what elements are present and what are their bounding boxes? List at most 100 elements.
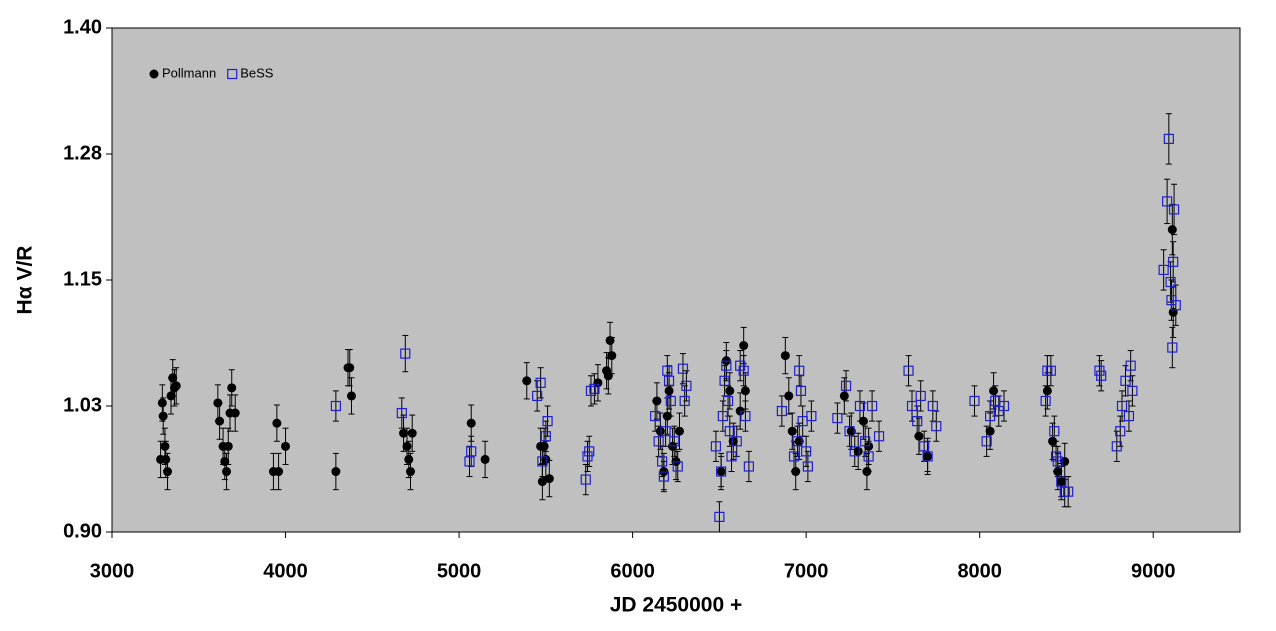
error-bar xyxy=(534,380,541,412)
error-bar xyxy=(905,355,912,387)
marker xyxy=(402,441,412,451)
marker xyxy=(1162,196,1173,207)
error-bar xyxy=(834,402,841,434)
marker xyxy=(915,390,926,402)
marker xyxy=(716,466,727,477)
error-bar xyxy=(679,353,686,385)
marker xyxy=(849,446,860,457)
error-bar xyxy=(971,385,978,417)
error-bar xyxy=(539,445,546,478)
marker xyxy=(1125,360,1136,371)
marker xyxy=(281,441,291,451)
marker xyxy=(669,436,680,447)
marker xyxy=(806,410,817,422)
y-tick-label: 1.15 xyxy=(63,268,102,290)
marker xyxy=(663,375,675,386)
marker xyxy=(223,441,233,451)
marker xyxy=(840,380,852,391)
marker xyxy=(679,395,690,407)
marker xyxy=(1042,386,1052,396)
marker xyxy=(396,407,407,419)
error-bar xyxy=(1160,249,1167,291)
error-bar xyxy=(983,425,990,457)
marker xyxy=(839,391,849,401)
error-bar xyxy=(587,375,594,407)
marker xyxy=(227,383,237,393)
marker xyxy=(1049,426,1060,437)
legend-marker xyxy=(227,68,238,80)
marker xyxy=(802,461,813,472)
y-tick-label: 1.03 xyxy=(63,394,102,416)
marker xyxy=(1170,300,1181,311)
marker xyxy=(677,363,689,374)
marker xyxy=(739,341,749,351)
marker xyxy=(795,385,807,396)
error-bar xyxy=(537,367,544,399)
legend-label: BeSS xyxy=(240,65,274,80)
marker xyxy=(585,385,597,396)
x-tick-label: 7000 xyxy=(784,560,829,582)
error-bar xyxy=(1169,326,1176,369)
marker xyxy=(722,395,734,407)
error-bar xyxy=(716,501,723,533)
marker xyxy=(657,456,668,467)
marker xyxy=(532,390,543,402)
marker xyxy=(740,386,750,396)
marker xyxy=(607,351,617,361)
marker xyxy=(655,426,665,436)
error-bar xyxy=(843,370,850,402)
marker xyxy=(832,412,843,424)
marker xyxy=(731,436,742,447)
marker xyxy=(220,456,230,466)
marker xyxy=(919,441,930,452)
marker xyxy=(794,365,805,376)
y-tick-label: 1.40 xyxy=(63,16,102,38)
marker xyxy=(672,461,683,472)
marker xyxy=(466,418,476,428)
marker xyxy=(724,426,735,437)
marker xyxy=(1063,486,1074,497)
marker xyxy=(163,467,173,477)
marker xyxy=(860,436,871,447)
marker xyxy=(1052,456,1063,467)
error-bar xyxy=(856,390,863,422)
error-bar xyxy=(671,425,678,457)
error-bar xyxy=(778,395,785,427)
marker xyxy=(719,375,730,386)
x-tick-label: 3000 xyxy=(90,560,135,582)
marker xyxy=(743,461,754,472)
marker xyxy=(1116,400,1128,412)
error-bar xyxy=(1165,113,1172,165)
marker xyxy=(160,441,170,451)
error-bar xyxy=(652,400,659,432)
marker xyxy=(272,418,282,428)
error-bar xyxy=(869,390,876,422)
marker xyxy=(161,454,171,464)
marker xyxy=(331,467,341,477)
x-tick-label: 9000 xyxy=(1131,560,1176,582)
marker xyxy=(222,467,232,477)
marker xyxy=(1060,456,1070,466)
error-bar xyxy=(398,397,405,429)
marker xyxy=(542,416,553,427)
marker xyxy=(522,376,532,386)
marker xyxy=(903,365,914,376)
marker xyxy=(593,378,603,388)
marker xyxy=(858,416,868,426)
marker xyxy=(922,451,933,462)
error-bar xyxy=(914,405,921,437)
error-bar xyxy=(402,334,409,373)
error-bar xyxy=(591,373,598,405)
marker xyxy=(721,360,732,371)
marker xyxy=(969,395,980,407)
marker xyxy=(1158,264,1169,276)
marker xyxy=(589,383,600,394)
marker xyxy=(981,436,992,447)
marker xyxy=(998,400,1010,412)
marker xyxy=(792,436,803,447)
marker xyxy=(854,400,866,412)
marker xyxy=(853,446,863,456)
marker xyxy=(1111,441,1122,452)
marker xyxy=(464,456,475,467)
marker xyxy=(662,365,673,376)
